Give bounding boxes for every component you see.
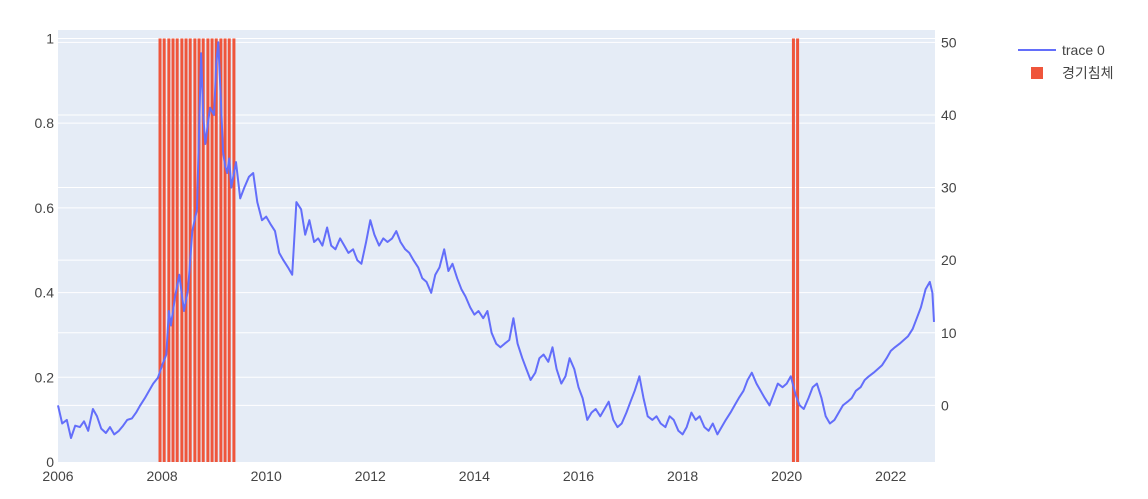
- x-tick-label: 2010: [251, 468, 282, 484]
- left-tick-label: 0.4: [35, 285, 55, 301]
- right-tick-label: 0: [941, 397, 949, 413]
- x-tick-label: 2006: [42, 468, 73, 484]
- right-tick-label: 20: [941, 252, 957, 268]
- right-tick-label: 30: [941, 180, 957, 196]
- recession-bar: [175, 38, 179, 463]
- legend-bar-swatch: [1031, 67, 1043, 79]
- x-tick-label: 2014: [459, 468, 490, 484]
- right-axis-ticks: 0 10 20 30 40 50: [941, 34, 957, 413]
- recession-bar: [171, 38, 175, 463]
- left-tick-label: 0: [46, 454, 54, 470]
- recession-bar: [227, 38, 231, 463]
- x-axis-ticks: 2006 2008 2010 2012 2014 2016 2018 2020 2022: [42, 468, 906, 484]
- recession-bar: [223, 38, 227, 463]
- legend-item-trace-0[interactable]: trace 0: [1018, 42, 1105, 58]
- right-tick-label: 10: [941, 325, 957, 341]
- legend-label-recession: 경기침체: [1062, 65, 1114, 81]
- x-tick-label: 2020: [771, 468, 802, 484]
- left-tick-label: 0.8: [35, 115, 55, 131]
- x-tick-label: 2012: [355, 468, 386, 484]
- recession-bar: [158, 38, 162, 463]
- recession-bar: [210, 38, 214, 463]
- recession-bar: [162, 38, 166, 463]
- left-tick-label: 0.6: [35, 200, 55, 216]
- x-tick-label: 2008: [147, 468, 178, 484]
- series-line: [57, 41, 935, 439]
- recession-bar: [232, 38, 236, 463]
- legend-label-trace-0: trace 0: [1062, 42, 1105, 58]
- recession-bar: [796, 38, 800, 463]
- recession-bar: [193, 38, 197, 463]
- recession-bar: [167, 38, 171, 463]
- x-tick-label: 2016: [563, 468, 594, 484]
- right-tick-label: 50: [941, 34, 957, 50]
- trace-0-line: [57, 41, 935, 439]
- recession-bar: [214, 38, 218, 463]
- recession-bar: [201, 38, 205, 463]
- legend-item-recession[interactable]: 경기침체: [1031, 65, 1114, 81]
- left-tick-label: 1: [46, 30, 54, 46]
- left-tick-label: 0.2: [35, 369, 55, 385]
- right-tick-label: 40: [941, 107, 957, 123]
- recession-bar: [206, 38, 210, 463]
- left-axis-ticks: 0 0.2 0.4 0.6 0.8 1: [35, 30, 55, 470]
- recession-bar: [219, 38, 223, 463]
- recession-bar: [180, 38, 184, 463]
- legend[interactable]: trace 0 경기침체: [1018, 42, 1114, 81]
- x-tick-label: 2018: [667, 468, 698, 484]
- recession-bar: [197, 38, 201, 463]
- recession-bar: [791, 38, 795, 463]
- x-tick-label: 2022: [875, 468, 906, 484]
- recession-bar: [184, 38, 188, 463]
